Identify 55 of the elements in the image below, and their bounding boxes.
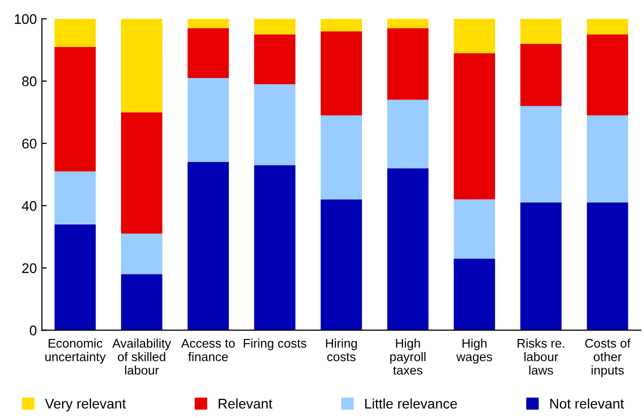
bar xyxy=(121,234,162,274)
bar xyxy=(387,100,428,168)
bar xyxy=(387,18,428,28)
bar xyxy=(320,199,362,330)
bar xyxy=(454,53,496,200)
bar xyxy=(387,28,428,100)
x-tick-label: Hiring costs xyxy=(326,338,357,362)
bar xyxy=(454,199,496,259)
y-tick-label: 100 xyxy=(14,14,36,24)
bar xyxy=(320,18,362,32)
x-tick-label: High payroll taxes xyxy=(390,338,426,375)
bar xyxy=(254,34,296,84)
bar xyxy=(54,46,96,172)
y-tick-label: 20 xyxy=(22,263,36,274)
y-tick-label: 0 xyxy=(30,326,36,336)
x-tick-label: Economic uncertainty xyxy=(45,338,106,364)
bar xyxy=(54,224,96,330)
x-tick-label: Availability of skilled labour xyxy=(112,338,172,375)
bar xyxy=(188,78,229,162)
legend-label: Not relevant xyxy=(550,398,624,409)
bar xyxy=(320,115,362,200)
bar xyxy=(320,31,362,116)
x-tick-label: High wages xyxy=(456,338,492,364)
bar xyxy=(121,18,162,112)
x-tick-label: Costs of other inputs xyxy=(585,338,630,378)
bar xyxy=(586,34,628,116)
bar xyxy=(520,18,562,44)
bar xyxy=(121,112,162,234)
bar xyxy=(254,165,296,330)
legend-label: Very relevant xyxy=(44,398,126,412)
bar xyxy=(188,162,229,330)
bar xyxy=(254,18,296,34)
bar xyxy=(188,28,229,78)
bar xyxy=(586,115,628,203)
x-tick-label: Access to finance xyxy=(181,339,235,362)
bar xyxy=(586,202,628,330)
bar xyxy=(387,168,428,330)
bar xyxy=(254,84,296,166)
y-tick-label: 80 xyxy=(22,76,36,86)
bar xyxy=(121,274,162,330)
x-tick-label: Firing costs xyxy=(244,338,306,350)
bar xyxy=(54,171,96,224)
legend-label: Little relevance xyxy=(365,398,457,409)
y-tick-label: 40 xyxy=(22,200,36,211)
bar xyxy=(520,202,562,330)
bar xyxy=(454,258,496,330)
bar xyxy=(520,44,562,106)
x-tick-label: Risks re. labour laws xyxy=(518,338,564,375)
bar xyxy=(54,18,96,47)
bar xyxy=(586,18,628,34)
y-tick-label: 60 xyxy=(22,138,36,149)
bar xyxy=(188,18,229,28)
bar xyxy=(454,18,496,54)
legend-label: Relevant xyxy=(218,398,272,409)
bar xyxy=(520,106,562,203)
